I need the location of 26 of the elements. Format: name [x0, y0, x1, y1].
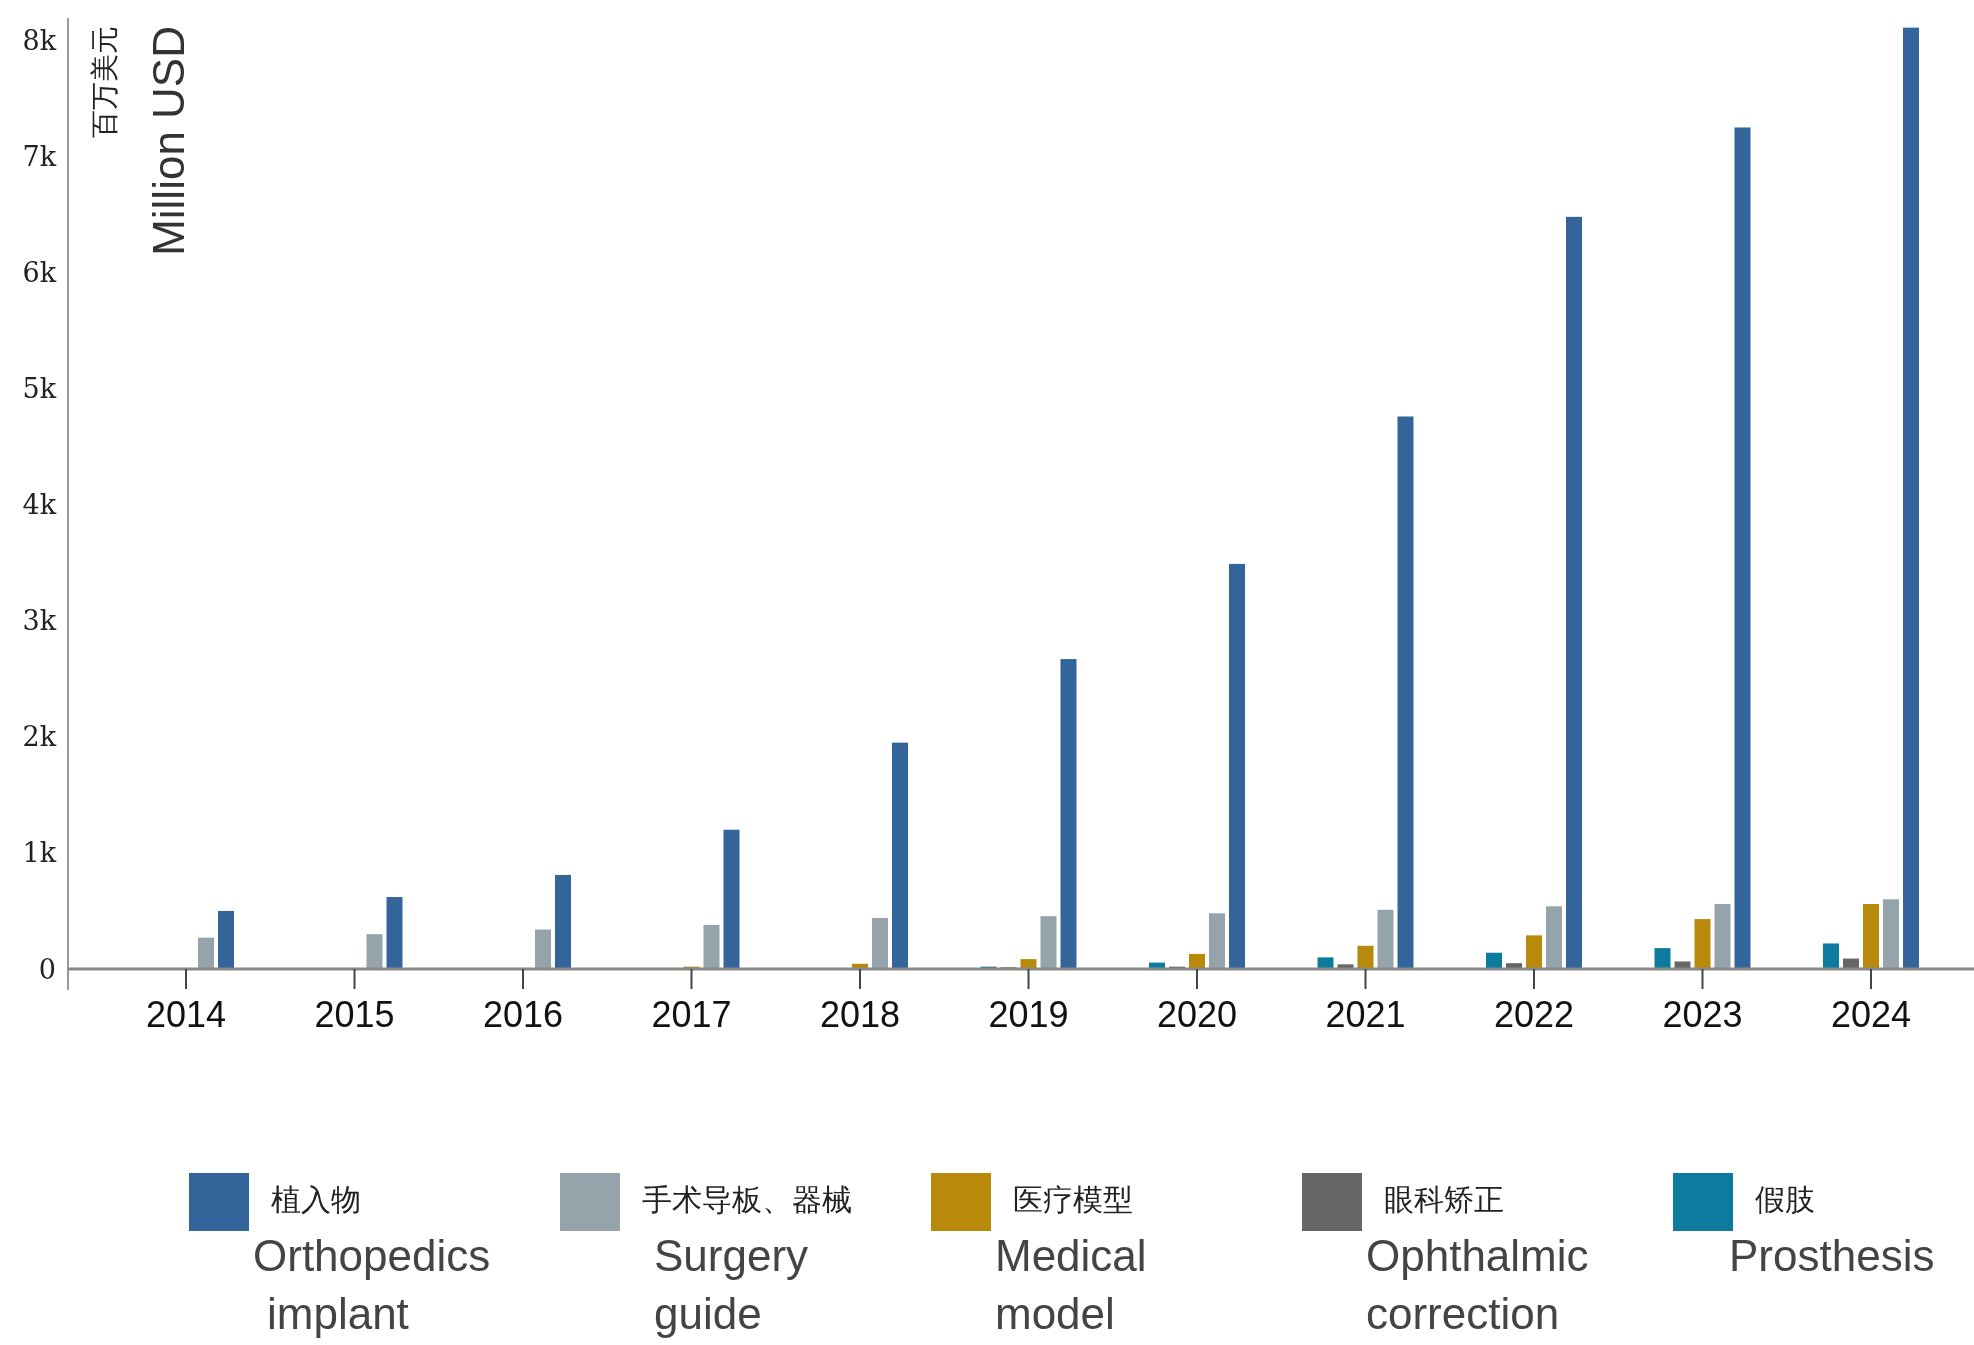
y-axis-title: 百万美元 Million USD: [88, 26, 193, 256]
x-tick-label: 2019: [988, 993, 1069, 1035]
x-tick-label: 2020: [1156, 993, 1238, 1035]
y-tick-label: 6k: [22, 257, 57, 289]
x-tick-label: 2021: [1325, 993, 1406, 1035]
y-tick-label: 0: [38, 953, 56, 985]
y-tick-label: 5k: [22, 373, 57, 405]
legend-label: 假肢 Prosthesis: [1729, 1182, 1935, 1280]
x-tick-label: 2014: [145, 993, 227, 1035]
x-tick-label: 2022: [1493, 993, 1575, 1035]
y-tick-label: 1k: [22, 837, 57, 869]
x-tick-label: 2018: [819, 993, 901, 1035]
y-tick-label: 2k: [22, 721, 57, 753]
x-tick-label: 2024: [1830, 993, 1912, 1035]
y-tick-label: 4k: [22, 489, 57, 521]
y-tick-label: 8k: [22, 24, 57, 56]
legend-label: 眼科矫正 Ophthalmic correction: [1366, 1182, 1589, 1338]
x-tick-label: 2023: [1662, 993, 1743, 1035]
legend-label: 植入物 Orthopedics implant: [253, 1182, 491, 1338]
x-tick-label: 2015: [314, 993, 395, 1035]
legend-label: 医疗模型 Medical model: [995, 1182, 1147, 1338]
y-tick-label: 3k: [22, 605, 57, 637]
x-tick-label: 2016: [482, 993, 564, 1035]
legend-label: 手术导板、器械 Surgery guide: [642, 1182, 852, 1338]
y-tick-label: 7k: [22, 140, 57, 172]
x-tick-label: 2017: [651, 993, 732, 1035]
